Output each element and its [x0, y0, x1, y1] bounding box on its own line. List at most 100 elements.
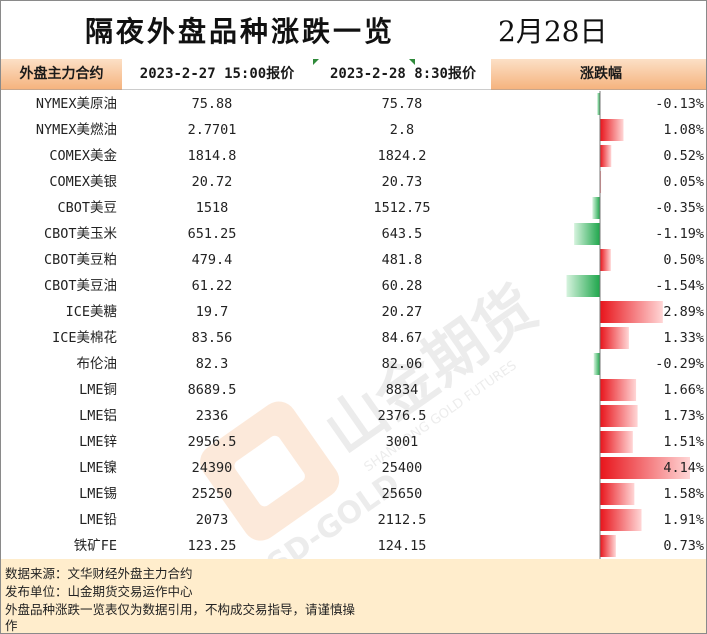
row-price-curr: 82.06	[381, 356, 423, 372]
row-price-curr: 1512.75	[373, 200, 431, 216]
page-title: 隔夜外盘品种涨跌一览	[85, 15, 396, 48]
footer-source: 数据来源：文华财经外盘主力合约	[5, 566, 193, 581]
table-row: LME铝 2336 2376.5 1.73%	[1, 403, 706, 429]
change-bar	[600, 145, 612, 167]
row-change-label: 0.73%	[663, 538, 704, 554]
table-row: LME锌 2956.5 3001 1.51%	[1, 429, 706, 455]
table-row: CBOT美玉米 651.25 643.5 -1.19%	[1, 221, 706, 247]
row-name: COMEX美金	[49, 148, 117, 164]
row-change-label: -0.35%	[655, 200, 704, 216]
row-price-prev: 25250	[191, 486, 233, 502]
row-name: 铁矿FE	[73, 538, 117, 554]
row-change-label: -0.29%	[655, 356, 704, 372]
title-bar: 隔夜外盘品种涨跌一览 2月28日	[1, 1, 706, 59]
data-table: 山金期货 SHANDONG GOLD FUTURES SD-GOLD NYMEX…	[1, 91, 706, 561]
row-price-curr: 8834	[385, 382, 419, 398]
row-change-label: 1.73%	[663, 408, 704, 424]
change-bar	[566, 275, 600, 297]
row-name: ICE美棉花	[52, 330, 117, 346]
change-bar	[600, 301, 663, 323]
row-price-prev: 19.7	[195, 304, 229, 320]
row-price-curr: 2112.5	[377, 512, 427, 528]
page-date: 2月28日	[498, 15, 608, 48]
row-price-curr: 84.67	[381, 330, 423, 346]
row-name: LME铝	[79, 408, 117, 424]
table-row: LME铜 8689.5 8834 1.66%	[1, 377, 706, 403]
row-price-prev: 61.22	[191, 278, 233, 294]
row-price-prev: 479.4	[191, 252, 233, 268]
change-bar	[600, 535, 616, 557]
change-bar	[600, 171, 602, 193]
row-price-curr: 643.5	[381, 226, 423, 242]
row-price-curr: 25650	[381, 486, 423, 502]
header-background	[1, 59, 706, 90]
row-price-prev: 123.25	[187, 538, 237, 554]
header-change: 涨跌幅	[580, 66, 622, 82]
row-price-curr: 20.73	[381, 174, 423, 190]
change-bar	[600, 327, 629, 349]
change-bar	[600, 119, 624, 141]
row-change-label: 0.50%	[663, 252, 704, 268]
row-price-prev: 8689.5	[187, 382, 237, 398]
row-price-prev: 75.88	[191, 96, 233, 112]
row-change-label: 1.58%	[663, 486, 704, 502]
footer-disclaimer: 外盘品种涨跌一览表仅为数据引用，不构成交易指导，请谨慎操	[5, 602, 356, 617]
footer-publisher: 发布单位：山金期货交易运作中心	[5, 584, 193, 599]
change-bar	[600, 405, 638, 427]
table-row: LME铅 2073 2112.5 1.91%	[1, 507, 706, 533]
row-name: CBOT美豆油	[43, 278, 117, 294]
change-bar	[600, 431, 633, 453]
row-price-prev: 83.56	[191, 330, 233, 346]
row-price-curr: 2376.5	[377, 408, 427, 424]
row-change-label: 1.91%	[663, 512, 704, 528]
row-price-prev: 2073	[195, 512, 229, 528]
change-bar	[600, 509, 642, 531]
row-change-label: -1.54%	[655, 278, 704, 294]
row-price-curr: 2.8	[389, 122, 415, 138]
row-name: NYMEX美原油	[35, 96, 117, 112]
row-change-label: 2.89%	[663, 304, 704, 320]
header-price-curr: 2023-2-28 8:30报价	[329, 66, 476, 82]
table-row: NYMEX美原油 75.88 75.78 -0.13%	[1, 91, 706, 117]
change-bar	[593, 353, 600, 375]
row-name: ICE美糖	[65, 304, 117, 320]
row-name: LME铅	[79, 512, 117, 528]
row-name: LME锌	[79, 434, 117, 450]
change-bar	[574, 223, 600, 245]
row-change-label: 1.51%	[663, 434, 704, 450]
row-price-curr: 1824.2	[377, 148, 427, 164]
row-name: LME锡	[79, 486, 117, 502]
change-bar	[592, 197, 600, 219]
row-name: CBOT美玉米	[43, 226, 117, 242]
table-row: COMEX美银 20.72 20.73 0.05%	[1, 169, 706, 195]
footer-disclaimer-cont: 作	[5, 618, 18, 633]
header-price-prev: 2023-2-27 15:00报价	[139, 66, 295, 82]
table-row: CBOT美豆 1518 1512.75 -0.35%	[1, 195, 706, 221]
row-change-label: 1.33%	[663, 330, 704, 346]
row-change-label: 1.08%	[663, 122, 704, 138]
row-price-curr: 124.15	[377, 538, 427, 554]
change-bar	[600, 457, 690, 479]
table-row: LME锡 25250 25650 1.58%	[1, 481, 706, 507]
row-name: CBOT美豆	[57, 200, 117, 216]
row-price-curr: 3001	[385, 434, 419, 450]
row-price-prev: 2336	[195, 408, 229, 424]
row-price-prev: 24390	[191, 460, 233, 476]
table-row: ICE美棉花 83.56 84.67 1.33%	[1, 325, 706, 351]
row-name: LME铜	[79, 382, 117, 398]
row-price-prev: 1814.8	[187, 148, 237, 164]
change-bar	[600, 379, 637, 401]
row-price-curr: 25400	[381, 460, 423, 476]
row-price-curr: 20.27	[381, 304, 423, 320]
row-price-prev: 20.72	[191, 174, 233, 190]
row-price-curr: 481.8	[381, 252, 423, 268]
row-name: 布伦油	[76, 356, 118, 372]
row-change-label: 0.05%	[663, 174, 704, 190]
table-row: COMEX美金 1814.8 1824.2 0.52%	[1, 143, 706, 169]
row-name: COMEX美银	[49, 174, 117, 190]
row-price-curr: 60.28	[381, 278, 423, 294]
row-change-label: 1.66%	[663, 382, 704, 398]
table-row: CBOT美豆油 61.22 60.28 -1.54%	[1, 273, 706, 299]
row-name: CBOT美豆粕	[43, 252, 117, 268]
